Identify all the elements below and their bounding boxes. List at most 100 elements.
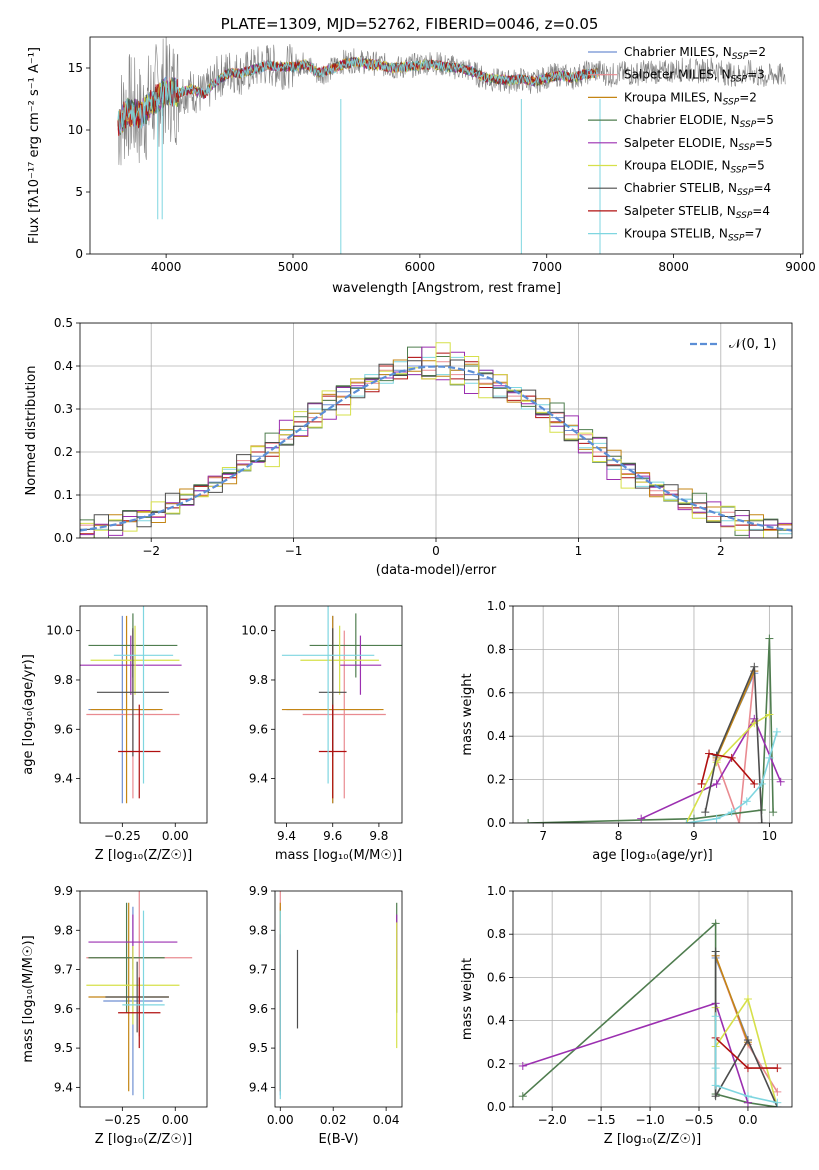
y-tick-label: 0.0 (487, 816, 506, 830)
histogram-step (80, 342, 792, 538)
spectrum-model-line (117, 57, 598, 133)
plot-area (281, 606, 402, 804)
y-axis-label: Flux [fλ10⁻¹⁷ erg cm⁻² s⁻¹ A⁻¹] (27, 47, 42, 244)
y-tick-label: 0.3 (54, 402, 73, 416)
weight-line (714, 955, 749, 1043)
y-tick-label: 9.8 (249, 673, 268, 687)
x-tick-label: −0.25 (104, 829, 141, 843)
x-tick-label: 9000 (785, 260, 816, 274)
x-tick-label: 0.04 (373, 1113, 400, 1127)
figure-title: PLATE=1309, MJD=52762, FIBERID=0046, z=0… (221, 15, 599, 33)
y-tick-label: 5 (75, 185, 83, 199)
weight-line (704, 666, 763, 823)
plot-area (279, 891, 398, 1100)
y-tick-label: 9.5 (249, 1041, 268, 1055)
mass-vs-Z-panel: −0.25 0.00 9.4 9.5 9.6 9.7 9.8 9.9 Z [log₁₀(Z/Z☉… (21, 884, 208, 1147)
mass-vs-EBV-panel: 0.00 0.02 0.04 9.4 9.5 9.6 9.7 9.8 9.9 E(B-V) (249, 884, 403, 1147)
plot-area (513, 606, 792, 823)
y-tick-label: 9.7 (249, 963, 268, 977)
weight-line (522, 1002, 749, 1103)
weight-line (700, 752, 755, 785)
axes-frame (79, 890, 208, 1108)
y-tick-label: 0.6 (487, 686, 506, 700)
spectrum-model-line (117, 57, 598, 127)
x-tick-label: 0.0 (738, 1113, 757, 1127)
y-tick-label: 0.2 (54, 445, 73, 459)
y-tick-label: 9.8 (54, 923, 73, 937)
y-tick-label: 0.2 (487, 1057, 506, 1071)
y-tick-label: 0.6 (487, 970, 506, 984)
legend-entry: Chabrier STELIB, NSSP=4 (624, 181, 771, 198)
legend-entry: Chabrier ELODIE, NSSP=5 (624, 113, 774, 130)
legend-entry: 𝒩(0, 1) (729, 337, 776, 352)
age-vs-mass-panel: 9.4 9.6 9.8 9.4 9.6 9.8 10.0 mass [log₁₀(M/M☉)] (241, 605, 403, 863)
y-tick-label: 0.0 (487, 1100, 506, 1114)
x-tick-label: 6000 (405, 260, 436, 274)
axes-frame (79, 605, 208, 824)
x-tick-label: −0.25 (104, 1113, 141, 1127)
y-tick-label: 0.2 (487, 773, 506, 787)
x-tick-label: 0.00 (162, 829, 189, 843)
axes-frame (89, 36, 804, 255)
x-tick-label: 8 (615, 829, 623, 843)
axes-frame (512, 890, 793, 1108)
x-tick-label: 8000 (658, 260, 689, 274)
legend-entry: Salpeter ELODIE, NSSP=5 (624, 136, 773, 153)
y-tick-label: 0.4 (487, 1014, 506, 1028)
y-tick-label: 0.1 (54, 488, 73, 502)
weight-line (715, 671, 756, 823)
x-tick-label: −1 (285, 544, 303, 558)
legend-entry: Salpeter MILES, NSSP=3 (624, 68, 765, 85)
y-tick-label: 0.8 (487, 642, 506, 656)
x-tick-label: 10 (762, 829, 777, 843)
weight-line (685, 713, 770, 823)
y-tick-label: 9.6 (54, 722, 73, 736)
x-tick-label: 0.00 (267, 1113, 294, 1127)
x-axis-label: Z [log₁₀(Z/Z☉)] (95, 848, 192, 863)
legend-entry: Kroupa MILES, NSSP=2 (624, 90, 757, 107)
y-axis-label: Normed distribution (24, 366, 39, 496)
weight-line (715, 670, 756, 759)
y-tick-label: 15 (68, 61, 83, 75)
x-tick-label: 7 (539, 829, 547, 843)
weight-vs-age-panel: 7 8 9 10 0.0 0.2 0.4 0.6 0.8 1.0 age [log₁₀(age/yr… (460, 599, 793, 863)
y-tick-label: 9.6 (54, 1002, 73, 1016)
x-tick-label: 0.02 (320, 1113, 347, 1127)
y-tick-label: 0.8 (487, 927, 506, 941)
x-tick-label: 4000 (151, 260, 182, 274)
x-tick-label: −2.0 (538, 1113, 567, 1127)
axes-frame (274, 890, 403, 1108)
y-tick-label: 1.0 (487, 599, 506, 613)
y-tick-label: 9.6 (249, 722, 268, 736)
axes-frame (512, 605, 793, 824)
y-tick-label: 0.0 (54, 531, 73, 545)
y-axis-label: age [log₁₀(age/yr)] (21, 654, 36, 775)
legend-entry: Kroupa ELODIE, NSSP=5 (624, 159, 765, 176)
plot-area (80, 606, 182, 804)
weight-line (640, 717, 782, 820)
spectrum-model-line (117, 56, 598, 131)
x-tick-label: 9 (690, 829, 698, 843)
spectrum-panel: 4000 5000 6000 7000 8000 9000 0 5 10 15 wavelength… (27, 36, 816, 296)
gaussian-curve (80, 365, 792, 532)
y-tick-label: 9.6 (249, 1002, 268, 1016)
x-axis-label: (data-model)/error (376, 563, 497, 578)
x-axis-label: mass [log₁₀(M/M☉)] (275, 848, 402, 863)
x-axis-label: E(B-V) (318, 1132, 358, 1147)
x-tick-label: 7000 (531, 260, 562, 274)
x-tick-label: −1.0 (635, 1113, 664, 1127)
y-tick-label: 10.0 (46, 624, 73, 638)
residuals-panel: −2 −1 0 1 2 0.0 0.1 0.2 0.3 0.4 0.5 (data-model)/er… (24, 316, 793, 578)
y-tick-label: 0.4 (54, 359, 73, 373)
plot-area (117, 37, 786, 254)
y-tick-label: 10.0 (241, 624, 268, 638)
x-tick-label: −0.5 (684, 1113, 713, 1127)
plot-area (80, 323, 792, 538)
weight-vs-Z-panel: −2.0 −1.5 −1.0 −0.5 0.0 0.0 0.2 0.4 0.6 0.8 1.0 Z [… (460, 884, 793, 1147)
x-tick-label: −1.5 (587, 1113, 616, 1127)
x-tick-label: 9.8 (369, 829, 388, 843)
age-vs-Z-panel: −0.25 0.00 9.4 9.6 9.8 10.0 Z [log₁₀(Z/Z☉)] age… (21, 605, 208, 863)
y-tick-label: 9.8 (249, 923, 268, 937)
y-tick-label: 9.9 (249, 884, 268, 898)
